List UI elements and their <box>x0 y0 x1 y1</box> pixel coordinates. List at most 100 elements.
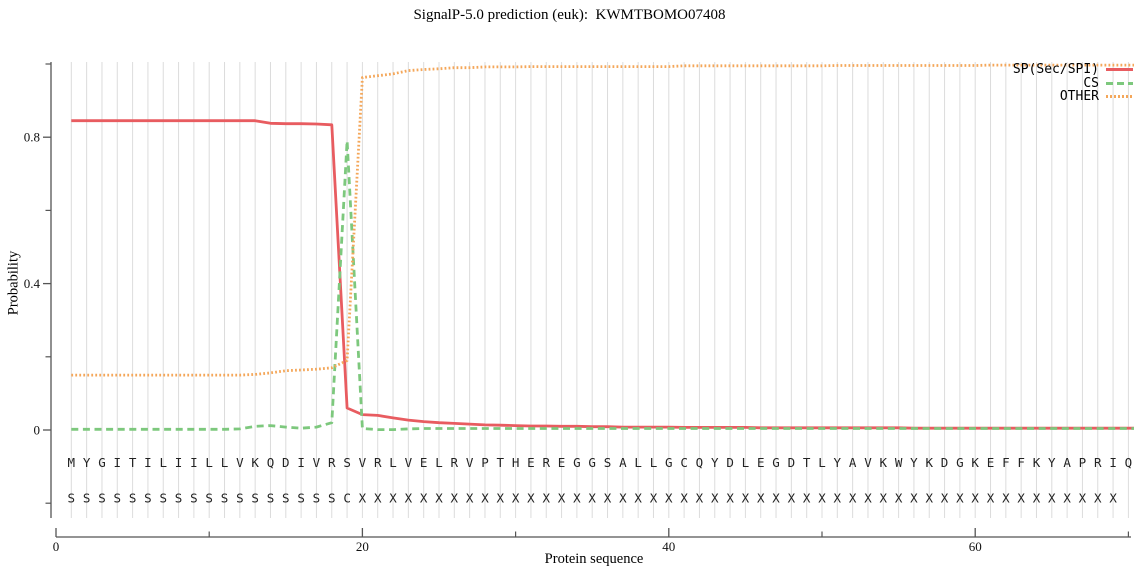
sequence-letter: A <box>849 455 857 470</box>
sequence-letter: E <box>527 455 535 470</box>
sequence-letter: L <box>818 455 826 470</box>
sequence-letter: Q <box>267 455 275 470</box>
annotation-letter: X <box>1109 491 1117 506</box>
annotation-letter: X <box>818 491 826 506</box>
sequence-letter: Y <box>83 455 91 470</box>
annotation-letter: X <box>834 491 842 506</box>
annotation-letter: X <box>359 491 367 506</box>
annotation-letter: S <box>236 491 244 506</box>
annotation-letter: X <box>895 491 903 506</box>
sequence-letter: G <box>573 455 581 470</box>
series-line-CS <box>71 139 1134 432</box>
annotation-letter: X <box>665 491 673 506</box>
annotation-letter: X <box>941 491 949 506</box>
sequence-letter: K <box>880 455 888 470</box>
annotation-letter: X <box>803 491 811 506</box>
sequence-letter: Q <box>1125 455 1133 470</box>
annotation-letter: X <box>1063 491 1071 506</box>
y-tick-label: 0.4 <box>24 276 41 291</box>
sequence-letter: L <box>435 455 443 470</box>
sequence-letter: Y <box>910 455 918 470</box>
sequence-letter: D <box>788 455 796 470</box>
annotation-letter: X <box>864 491 872 506</box>
sequence-letter: R <box>1094 455 1102 470</box>
annotation-letter: X <box>481 491 489 506</box>
chart-title: SignalP-5.0 prediction (euk): KWMTBOMO07… <box>413 7 726 23</box>
annotation-letter: X <box>1017 491 1025 506</box>
sequence-letter: V <box>466 455 474 470</box>
annotation-letter: S <box>297 491 305 506</box>
sequence-letter: G <box>772 455 780 470</box>
annotation-letter: X <box>573 491 581 506</box>
annotation-letter: X <box>772 491 780 506</box>
x-tick-label: 60 <box>969 539 982 554</box>
annotation-letter: X <box>588 491 596 506</box>
sequence-letter: G <box>588 455 596 470</box>
annotation-letter: S <box>175 491 183 506</box>
sequence-letter: V <box>405 455 413 470</box>
annotation-letter: C <box>343 491 351 506</box>
annotation-letter: S <box>205 491 213 506</box>
annotation-letter: X <box>389 491 397 506</box>
annotation-letter: S <box>251 491 259 506</box>
annotation-letter: S <box>144 491 152 506</box>
annotation-letter: X <box>726 491 734 506</box>
annotation-letter: X <box>466 491 474 506</box>
annotation-letter: X <box>405 491 413 506</box>
annotation-letter: X <box>925 491 933 506</box>
annotation-letter: X <box>1048 491 1056 506</box>
legend-item-sp-sec-spi: SP(Sec/SPI) <box>1013 62 1133 77</box>
sequence-letter: V <box>236 455 244 470</box>
sequence-letter: M <box>68 455 76 470</box>
sequence-letter: T <box>497 455 505 470</box>
annotation-letter: S <box>129 491 137 506</box>
sequence-letter: R <box>328 455 336 470</box>
legend-line-sample-cs <box>1106 81 1133 85</box>
annotation-letter: S <box>83 491 91 506</box>
x-axis-label: Protein sequence <box>544 551 644 567</box>
annotation-letter: X <box>987 491 995 506</box>
annotation-letter: X <box>527 491 535 506</box>
annotation-letter: X <box>604 491 612 506</box>
annotation-letter: X <box>680 491 688 506</box>
annotation-letter: S <box>282 491 290 506</box>
annotation-letter: X <box>420 491 428 506</box>
annotation-letter: X <box>849 491 857 506</box>
sequence-letter: E <box>987 455 995 470</box>
x-tick-label: 20 <box>356 539 369 554</box>
legend: SP(Sec/SPI) CS OTHER <box>1013 62 1133 104</box>
sequence-letter: T <box>803 455 811 470</box>
sequence-letter: S <box>343 455 351 470</box>
annotation-letter: X <box>1079 491 1087 506</box>
sequence-letter: I <box>297 455 305 470</box>
series-line-SP(Sec/SPI) <box>71 119 1134 430</box>
annotation-letter: X <box>650 491 658 506</box>
legend-line-sample-other <box>1106 94 1133 98</box>
sequence-letter: W <box>895 455 903 470</box>
annotation-letter: X <box>757 491 765 506</box>
series-line-OTHER <box>71 63 1134 377</box>
annotation-letter: X <box>711 491 719 506</box>
sequence-letter: R <box>542 455 550 470</box>
annotation-letter: X <box>634 491 642 506</box>
sequence-letter: L <box>650 455 658 470</box>
annotation-letter: X <box>788 491 796 506</box>
sequence-letter: I <box>114 455 122 470</box>
annotation-letter: X <box>696 491 704 506</box>
annotation-letter: X <box>558 491 566 506</box>
annotation-letter: X <box>435 491 443 506</box>
sequence-letter: T <box>129 455 137 470</box>
sequence-letter: A <box>1063 455 1071 470</box>
sequence-letter: F <box>1017 455 1025 470</box>
y-tick-label: 0.8 <box>24 130 40 145</box>
sequence-letter: R <box>451 455 459 470</box>
sequence-letter: I <box>175 455 183 470</box>
annotation-letter: S <box>190 491 198 506</box>
sequence-letter: C <box>680 455 688 470</box>
sequence-letter: A <box>619 455 627 470</box>
sequence-letter: S <box>604 455 612 470</box>
annotation-letter: S <box>221 491 229 506</box>
sequence-letter: K <box>971 455 979 470</box>
sequence-letter: L <box>159 455 167 470</box>
